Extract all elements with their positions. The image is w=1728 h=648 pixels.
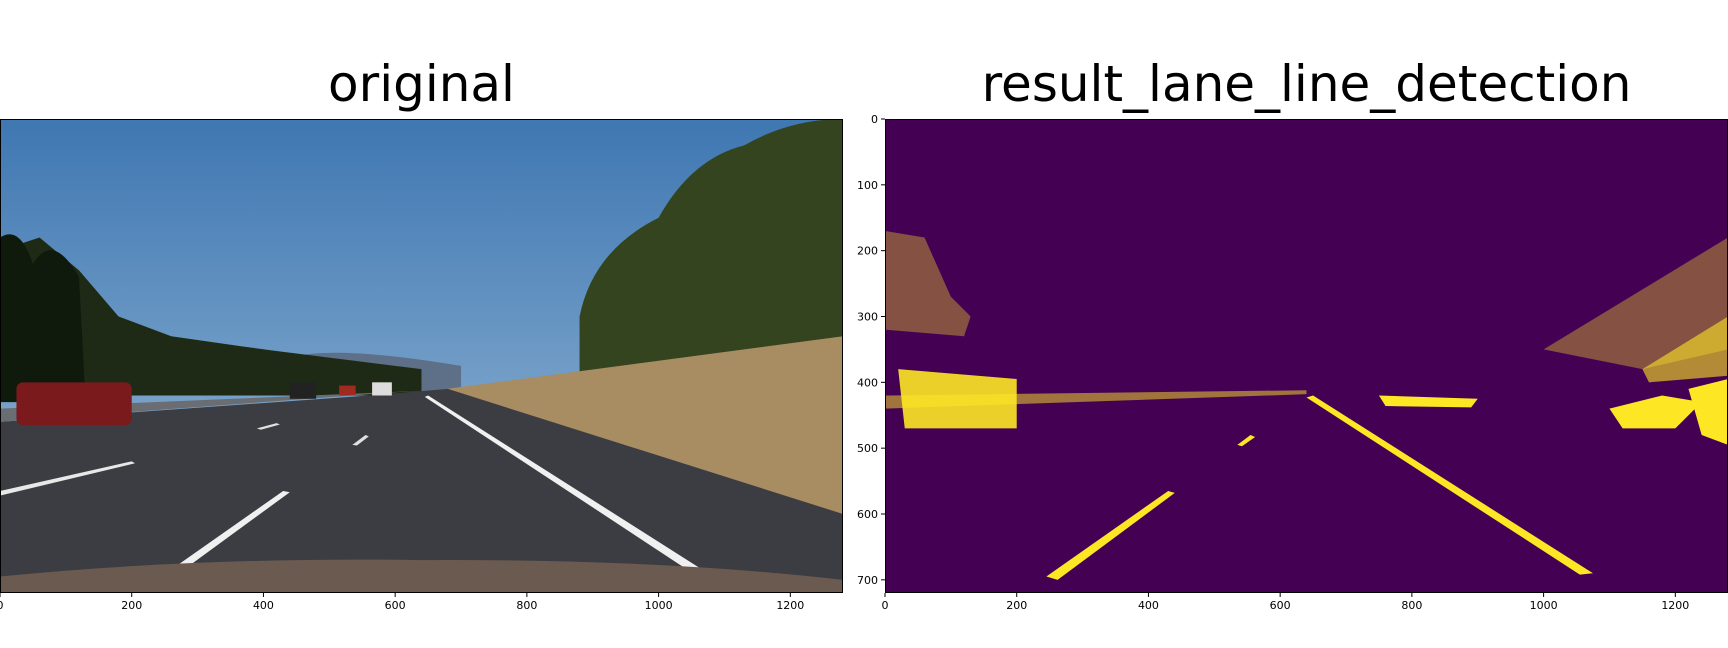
x-tick-label: 400 [1138, 599, 1159, 612]
x-tick-label: 200 [121, 599, 142, 612]
y-tick-label: 400 [857, 376, 878, 389]
x-tick-label: 800 [516, 599, 537, 612]
y-tick-label: 600 [857, 508, 878, 521]
panel-title: result_lane_line_detection [982, 55, 1632, 113]
y-tick-label: 300 [857, 311, 878, 324]
binary-mask [885, 119, 1728, 593]
y-tick-label: 500 [857, 442, 878, 455]
x-tick-label: 1200 [1661, 599, 1689, 612]
x-tick-label: 1000 [1530, 599, 1558, 612]
y-tick-label: 700 [857, 574, 878, 587]
road-photo [0, 119, 843, 593]
x-tick-label: 800 [1401, 599, 1422, 612]
x-tick-label: 600 [385, 599, 406, 612]
axes-frame [0, 119, 843, 593]
y-tick-label: 0 [871, 113, 878, 126]
x-tick-label: 600 [1270, 599, 1291, 612]
x-tick-label: 200 [1006, 599, 1027, 612]
panel-title: original [328, 55, 515, 113]
x-tick-label: 0 [882, 599, 889, 612]
x-tick-label: 1200 [776, 599, 804, 612]
y-tick-label: 200 [857, 245, 878, 258]
x-tick-label: 0 [0, 599, 4, 612]
x-tick-label: 1000 [645, 599, 673, 612]
x-tick-label: 400 [253, 599, 274, 612]
y-tick-label: 100 [857, 179, 878, 192]
